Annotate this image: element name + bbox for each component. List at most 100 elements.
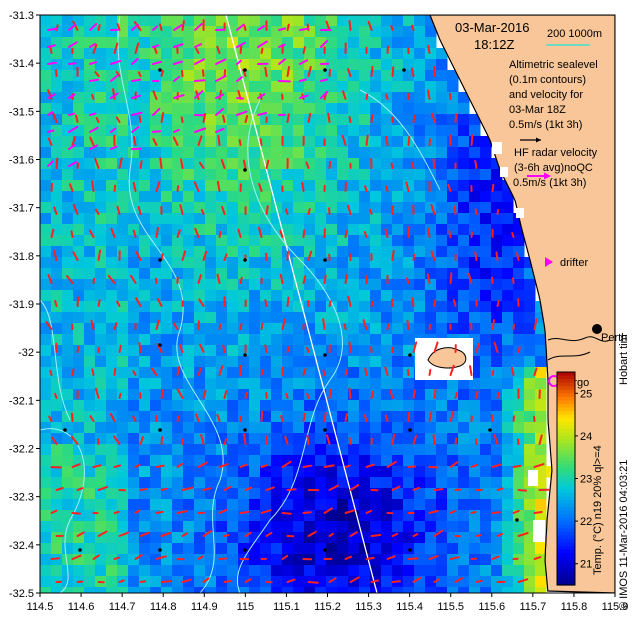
sst-cell — [271, 488, 283, 500]
sst-cell — [227, 466, 239, 478]
sst-cell — [370, 81, 382, 93]
sst-cell — [403, 257, 415, 269]
sst-cell — [348, 26, 360, 38]
sst-cell — [95, 103, 107, 115]
sst-cell — [249, 554, 261, 566]
sst-cell — [469, 334, 481, 346]
velocity-arrow — [302, 46, 306, 54]
sst-cell — [491, 323, 503, 335]
sst-cell — [282, 499, 294, 511]
sst-cell — [513, 466, 525, 478]
sst-cell — [425, 114, 437, 126]
sst-cell — [392, 455, 404, 467]
sst-cell — [414, 499, 426, 511]
sst-cell — [73, 587, 85, 593]
velocity-arrow — [512, 464, 522, 468]
sst-cell — [359, 158, 371, 170]
sst-cell — [348, 70, 360, 82]
sst-cell — [414, 224, 426, 236]
sst-cell — [84, 532, 96, 544]
sst-cell — [414, 202, 426, 214]
hf-radar-arrow — [47, 61, 57, 65]
sst-cell — [150, 345, 162, 357]
sst-cell — [491, 312, 503, 324]
sst-cell — [425, 444, 437, 456]
velocity-arrow — [216, 180, 221, 192]
sst-cell — [249, 224, 261, 236]
sst-cell — [436, 510, 448, 522]
sst-cell — [425, 125, 437, 137]
sst-cell — [106, 103, 118, 115]
velocity-arrow — [159, 23, 163, 31]
sst-cell — [161, 455, 173, 467]
sst-cell — [425, 378, 437, 390]
sst-cell — [326, 499, 338, 511]
sst-cell — [491, 257, 503, 269]
sst-cell — [150, 70, 162, 82]
hf-radar-arrow — [173, 94, 185, 99]
sst-cell — [150, 301, 162, 313]
sst-cell — [513, 499, 525, 511]
sst-cell — [403, 334, 415, 346]
hf-radar-arrow — [89, 23, 98, 31]
sst-cell — [282, 411, 294, 423]
sst-cell — [315, 26, 327, 38]
altimetry-contour-line — [40, 428, 85, 593]
sst-cell — [194, 202, 206, 214]
sst-cell — [359, 48, 371, 60]
x-tick-label: 114.6 — [68, 601, 95, 613]
sst-cell — [183, 301, 195, 313]
sst-cell — [381, 345, 393, 357]
sst-cell — [392, 389, 404, 401]
sst-cell — [359, 246, 371, 258]
sst-cell — [403, 389, 415, 401]
y-tick-label: -31.8 — [9, 251, 34, 263]
velocity-arrow — [223, 485, 232, 491]
sst-cell — [95, 48, 107, 60]
sst-cell — [359, 301, 371, 313]
velocity-arrow — [285, 393, 289, 399]
altimetry-legend: Altimetric sealevel (0.1m contours) and … — [509, 59, 598, 143]
sst-cell — [205, 147, 217, 159]
sst-cell — [95, 521, 107, 533]
sst-cell — [403, 15, 415, 27]
sst-cell — [40, 301, 52, 313]
hf-radar-arrow — [47, 27, 59, 31]
sst-cell — [337, 521, 349, 533]
sst-cell — [337, 158, 349, 170]
velocity-arrow — [328, 577, 337, 583]
sst-cell — [139, 411, 151, 423]
sst-cell — [216, 400, 228, 412]
sst-cell — [139, 48, 151, 60]
sst-cell — [194, 466, 206, 478]
sst-cell — [62, 257, 74, 269]
sst-cell — [84, 488, 96, 500]
x-tick-label: 114.9 — [191, 601, 218, 613]
marker-dot — [243, 428, 247, 432]
sst-cell — [381, 433, 393, 445]
sst-cell — [469, 169, 481, 181]
sst-cell — [205, 400, 217, 412]
sst-cell — [95, 15, 107, 27]
sst-cell — [216, 565, 228, 577]
sst-cell — [326, 466, 338, 478]
sst-cell — [128, 48, 140, 60]
sst-cell — [183, 510, 195, 522]
sst-cell — [293, 323, 305, 335]
sst-cell — [370, 444, 382, 456]
sst-cell — [315, 191, 327, 203]
sst-cell — [535, 400, 547, 412]
sst-cell — [348, 180, 360, 192]
hf-radar-arrow — [47, 111, 54, 116]
sst-cell — [359, 323, 371, 335]
sst-cell — [337, 279, 349, 291]
sst-cell — [194, 180, 206, 192]
altimetry-contours — [40, 15, 441, 593]
sst-cell — [414, 488, 426, 500]
sst-cell — [238, 290, 250, 302]
sst-cell — [51, 543, 63, 555]
sst-cell — [381, 455, 393, 467]
hf-radar-arrow — [131, 111, 143, 116]
sst-cell — [172, 202, 184, 214]
sst-cell — [271, 455, 283, 467]
